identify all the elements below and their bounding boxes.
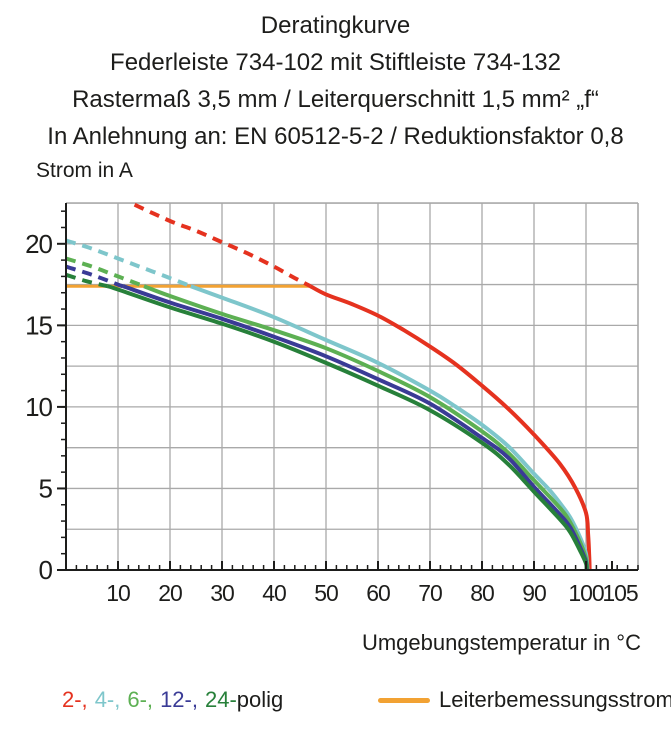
legend-pole-24: 24- — [204, 687, 237, 712]
x-tick-label: 50 — [314, 580, 338, 606]
title-line-3: Rastermaß 3,5 mm / Leiterquerschnitt 1,5… — [72, 86, 599, 113]
legend-pole-12: 12-, — [160, 687, 198, 712]
curve-24-polig — [107, 284, 589, 571]
x-tick-label: 60 — [366, 580, 390, 606]
x-axis-label: Umgebungstemperatur in °C — [361, 630, 641, 655]
legend-pole-2: 2-, — [62, 687, 88, 712]
legend-pole-counts: 2-, 4-, 6-, 12-, 24-polig — [62, 687, 283, 713]
x-tick-label: 40 — [262, 580, 286, 606]
x-tick-label: 10 — [106, 580, 130, 606]
rated-current-label: Leiterbemessungsstrom — [439, 687, 671, 712]
title-line-1: Deratingkurve — [260, 12, 411, 39]
y-axis-label: Strom in A — [36, 159, 133, 182]
curve-4-polig — [190, 284, 590, 571]
x-tick-label: 100 — [568, 580, 604, 606]
chart-title-block: Deratingkurve Federleiste 734-102 mit St… — [0, 7, 671, 155]
curve-4-polig-dashed — [65, 238, 192, 289]
y-tick-label: 20 — [25, 229, 52, 259]
title-line-2: Federleiste 734-102 mit Stiftleiste 734-… — [110, 49, 561, 76]
legend-pole-suffix: polig — [236, 687, 284, 712]
x-tick-label: 30 — [210, 580, 234, 606]
title-line-4: In Anlehnung an: EN 60512-5-2 / Reduktio… — [47, 123, 624, 150]
curve-12-polig — [122, 284, 589, 571]
x-tick-label: 80 — [470, 580, 494, 606]
y-tick-label: 0 — [39, 555, 53, 585]
y-tick-label: 10 — [25, 392, 52, 422]
x-tick-label: 90 — [522, 580, 546, 606]
curve-2-polig — [309, 284, 592, 571]
curve-12-polig-dashed — [65, 264, 124, 289]
curve-6-polig-dashed — [65, 256, 145, 289]
y-tick-label: 5 — [39, 473, 53, 503]
x-tick-label: 70 — [418, 580, 442, 606]
curve-2-polig-dashed — [133, 202, 312, 288]
y-tick-label: 15 — [25, 310, 52, 340]
curve-6-polig — [143, 284, 589, 571]
legend-pole-4: 4-, — [94, 687, 121, 712]
rated-current-line-swatch — [378, 697, 430, 703]
legend-rated-current: Leiterbemessungsstrom — [378, 687, 671, 713]
x-tick-label: 20 — [158, 580, 182, 606]
legend-pole-6: 6-, — [127, 687, 154, 712]
x-tick-label: 105 — [602, 580, 638, 606]
curve-24-polig-dashed — [65, 272, 109, 289]
